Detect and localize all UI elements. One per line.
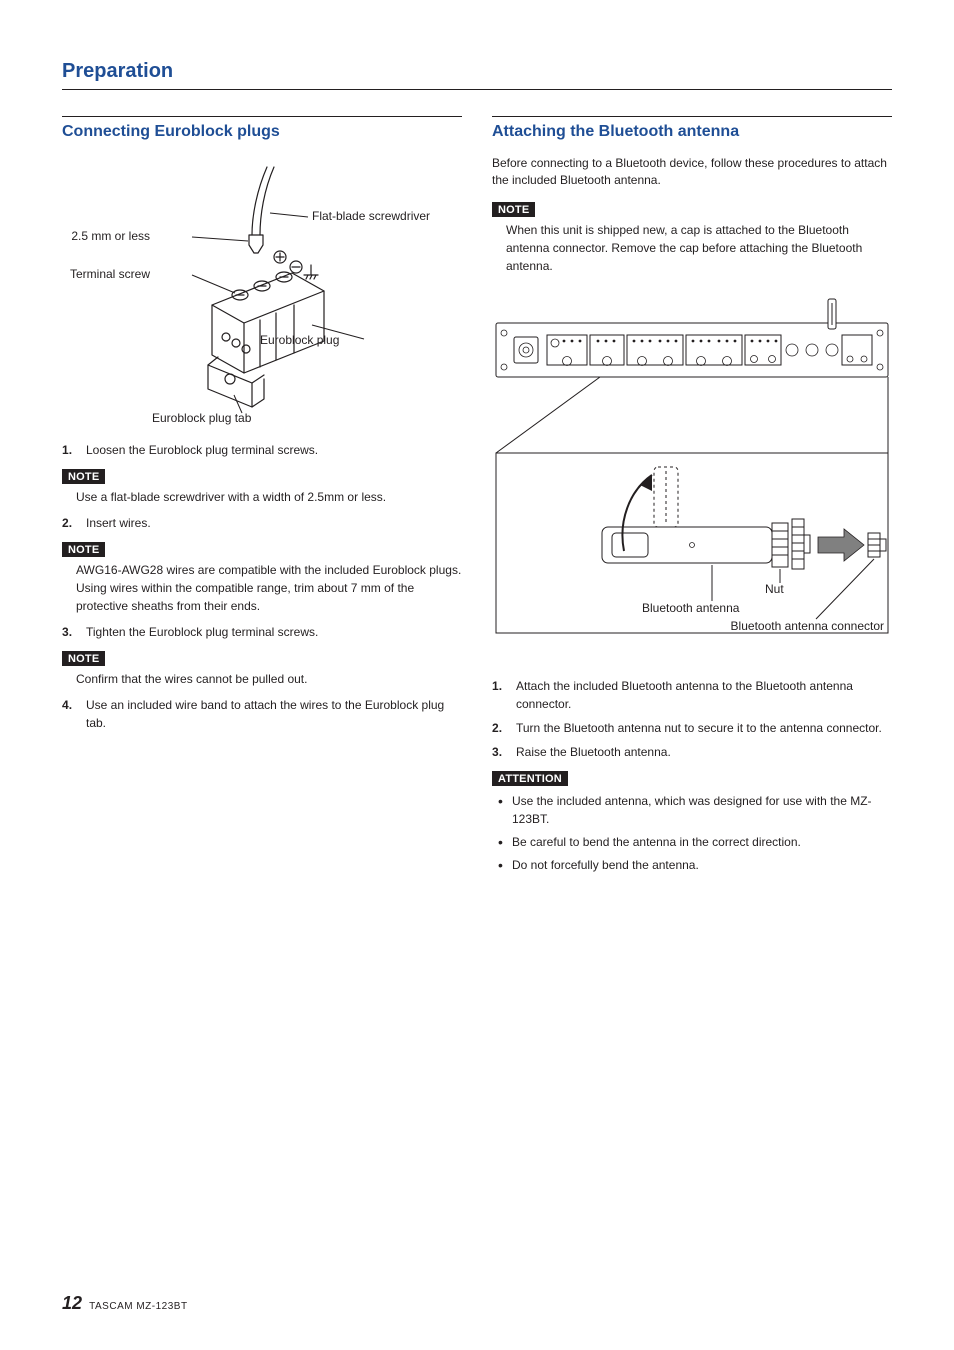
bluetooth-pre-note: When this unit is shipped new, a cap is … xyxy=(506,221,892,275)
step-2: Insert wires. xyxy=(62,514,462,532)
euroblock-steps-4: Use an included wire band to attach the … xyxy=(62,696,462,732)
bt-step-1-text: Attach the included Bluetooth antenna to… xyxy=(516,679,853,711)
euroblock-steps-2: Insert wires. xyxy=(62,514,462,532)
content-columns: Connecting Euroblock plugs xyxy=(62,116,892,878)
note-1-text: Use a flat-blade screwdriver with a widt… xyxy=(76,488,462,506)
figure-label-width: 2.5 mm or less xyxy=(71,229,150,243)
figure-label-tab: Euroblock plug tab xyxy=(152,411,251,425)
note-3-text: Confirm that the wires cannot be pulled … xyxy=(76,670,462,688)
bluetooth-steps: Attach the included Bluetooth antenna to… xyxy=(492,677,892,761)
step-4: Use an included wire band to attach the … xyxy=(62,696,462,732)
page-footer: 12 TASCAM MZ-123BT xyxy=(62,1293,188,1314)
footer-label: TASCAM MZ-123BT xyxy=(89,1301,187,1312)
note-badge-3: NOTE xyxy=(62,651,105,666)
bt-step-3: Raise the Bluetooth antenna. xyxy=(492,743,892,761)
attention-list: Use the included antenna, which was desi… xyxy=(498,792,892,874)
figure-label-antenna: Bluetooth antenna xyxy=(642,601,739,615)
bt-step-2: Turn the Bluetooth antenna nut to secure… xyxy=(492,719,892,737)
bluetooth-intro: Before connecting to a Bluetooth device,… xyxy=(492,155,892,190)
page-title: Preparation xyxy=(62,60,892,90)
attention-item-3: Do not forcefully bend the antenna. xyxy=(498,856,892,875)
attention-badge: ATTENTION xyxy=(492,771,568,786)
step-1-text: Loosen the Euroblock plug terminal screw… xyxy=(86,443,318,457)
bt-step-1: Attach the included Bluetooth antenna to… xyxy=(492,677,892,713)
section-heading-bluetooth: Attaching the Bluetooth antenna xyxy=(492,116,892,141)
bt-step-2-text: Turn the Bluetooth antenna nut to secure… xyxy=(516,721,882,735)
step-2-text: Insert wires. xyxy=(86,516,151,530)
left-column: Connecting Euroblock plugs xyxy=(62,116,462,878)
step-3: Tighten the Euroblock plug terminal scre… xyxy=(62,623,462,641)
figure-label-connector: Bluetooth antenna connector xyxy=(731,619,884,633)
right-column: Attaching the Bluetooth antenna Before c… xyxy=(492,116,892,878)
note-badge-bt: NOTE xyxy=(492,202,535,217)
euroblock-steps-3: Tighten the Euroblock plug terminal scre… xyxy=(62,623,462,641)
attention-item-2: Be careful to bend the antenna in the co… xyxy=(498,833,892,852)
step-1: Loosen the Euroblock plug terminal screw… xyxy=(62,441,462,459)
figure-label-plug: Euroblock plug xyxy=(260,333,339,347)
note-2-text: AWG16-AWG28 wires are compatible with th… xyxy=(76,561,462,615)
bluetooth-figure: Nut Bluetooth antenna Bluetooth antenna … xyxy=(492,293,892,663)
figure-label-screwdriver: Flat-blade screwdriver xyxy=(312,209,430,223)
page-number: 12 xyxy=(62,1293,82,1313)
euroblock-figure: Flat-blade screwdriver 2.5 mm or less Te… xyxy=(62,155,462,425)
note-badge-2: NOTE xyxy=(62,542,105,557)
bt-step-3-text: Raise the Bluetooth antenna. xyxy=(516,745,671,759)
figure-label-terminal: Terminal screw xyxy=(70,267,150,281)
note-badge-1: NOTE xyxy=(62,469,105,484)
figure-label-nut: Nut xyxy=(765,582,784,596)
step-4-text: Use an included wire band to attach the … xyxy=(86,698,444,730)
euroblock-steps: Loosen the Euroblock plug terminal screw… xyxy=(62,441,462,459)
step-3-text: Tighten the Euroblock plug terminal scre… xyxy=(86,625,318,639)
attention-item-1: Use the included antenna, which was desi… xyxy=(498,792,892,829)
section-heading-euroblock: Connecting Euroblock plugs xyxy=(62,116,462,141)
